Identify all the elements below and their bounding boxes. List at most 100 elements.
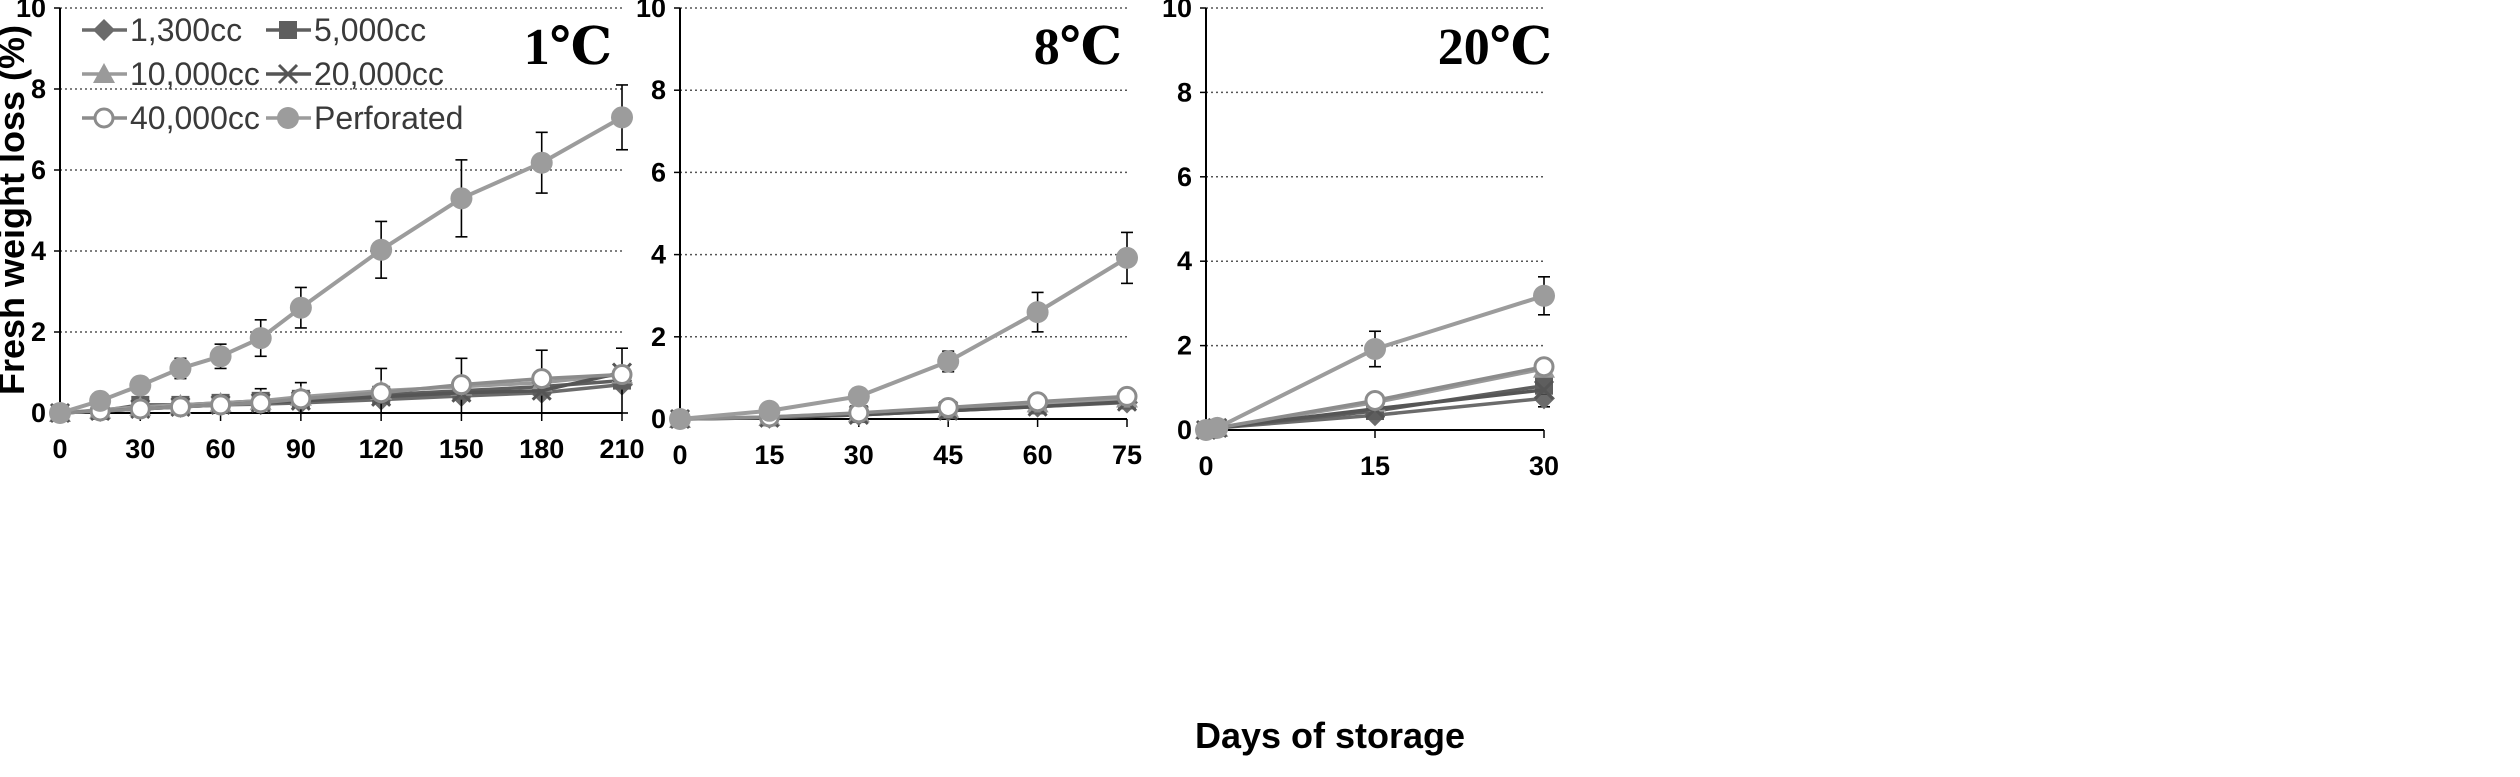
- y-tick-label: 8: [651, 75, 666, 105]
- series-10-000cc: [669, 387, 1138, 428]
- data-point-perforated: [758, 399, 781, 422]
- panel-title: 1℃: [524, 19, 612, 76]
- panel-title: 8℃: [1034, 19, 1122, 76]
- chart-legend: 1,300cc 5,000cc 10,000cc 20,000cc 40,000cc Pe…: [82, 12, 463, 136]
- y-tick-label: 0: [1177, 415, 1192, 445]
- y-tick-label: 6: [651, 157, 666, 187]
- data-point-perforated: [1116, 246, 1138, 269]
- data-point-40-000cc: [370, 382, 392, 404]
- legend-marker: [93, 63, 115, 83]
- data-point-perforated: [530, 151, 553, 174]
- y-tick-label: 2: [1177, 331, 1192, 361]
- data-point-40-000cc: [531, 368, 553, 390]
- x-tick-label: 30: [125, 434, 155, 464]
- legend-marker: [277, 63, 299, 85]
- data-point-40-000cc: [250, 392, 272, 414]
- legend-item-10-000cc: 10,000cc: [82, 56, 260, 92]
- y-tick-label: 2: [31, 317, 46, 347]
- panel-title: 20℃: [1438, 19, 1552, 76]
- data-point-perforated: [669, 408, 691, 430]
- x-tick-label: 0: [1198, 451, 1213, 481]
- data-point-40-000cc: [169, 396, 191, 418]
- data-point-40-000cc: [210, 394, 232, 416]
- y-tick-label: 10: [16, 0, 46, 23]
- data-point-perforated: [1364, 337, 1386, 360]
- series-40-000cc: [49, 364, 633, 424]
- legend-label: 1,300cc: [130, 12, 242, 48]
- y-tick-label: 8: [31, 74, 46, 104]
- y-tick-label: 6: [31, 155, 46, 185]
- y-tick-label: 10: [636, 0, 666, 23]
- legend-marker: [277, 107, 299, 129]
- x-tick-label: 0: [672, 440, 687, 470]
- legend-label: Perforated: [314, 100, 463, 136]
- series-line-40-000cc: [679, 394, 1128, 421]
- series-perforated: [1195, 276, 1555, 441]
- legend-label: 10,000cc: [130, 56, 260, 92]
- data-point-40-000cc: [1116, 385, 1138, 407]
- x-tick-label: 15: [754, 440, 784, 470]
- data-point-perforated: [611, 106, 633, 129]
- y-tick-label: 8: [1177, 77, 1192, 107]
- data-point-perforated: [370, 238, 393, 261]
- x-tick-label: 30: [844, 440, 874, 470]
- data-point-40-000cc: [1533, 356, 1555, 378]
- y-tick-label: 2: [651, 322, 666, 352]
- data-point-perforated: [209, 345, 232, 368]
- data-point-perforated: [450, 187, 473, 210]
- data-point-40-000cc: [611, 364, 633, 386]
- x-tick-label: 90: [286, 434, 316, 464]
- data-point-perforated: [169, 357, 192, 380]
- y-tick-label: 4: [31, 236, 46, 266]
- legend-item-1-300cc: 1,300cc: [82, 12, 242, 48]
- data-point-40-000cc: [129, 398, 151, 420]
- legend-item-20-000cc: 20,000cc: [266, 56, 444, 92]
- x-tick-label: 210: [599, 434, 644, 464]
- data-point-perforated: [1533, 284, 1555, 307]
- data-point-perforated: [49, 402, 71, 424]
- y-tick-label: 0: [31, 398, 46, 428]
- x-tick-label: 120: [359, 434, 404, 464]
- x-tick-label: 60: [1023, 440, 1053, 470]
- legend-marker: [279, 21, 297, 39]
- legend-item-5-000cc: 5,000cc: [266, 12, 426, 48]
- data-point-perforated: [1206, 416, 1229, 439]
- x-tick-label: 0: [52, 434, 67, 464]
- data-point-40-000cc: [290, 388, 312, 410]
- y-axis-title: Fresh weight loss (%): [0, 25, 32, 395]
- data-point-perforated: [129, 374, 152, 397]
- data-point-20-000cc: [1533, 379, 1555, 400]
- legend-marker: [93, 107, 115, 129]
- data-point-40-000cc: [1027, 391, 1049, 413]
- y-tick-label: 0: [651, 404, 666, 434]
- x-tick-label: 180: [519, 434, 564, 464]
- y-tick-label: 4: [651, 240, 666, 270]
- series-perforated: [669, 231, 1138, 430]
- y-tick-label: 6: [1177, 162, 1192, 192]
- series-perforated: [49, 84, 633, 424]
- legend-label: 20,000cc: [314, 56, 444, 92]
- series-40-000cc: [669, 385, 1138, 430]
- x-tick-label: 15: [1360, 451, 1390, 481]
- legend-label: 5,000cc: [314, 12, 426, 48]
- data-point-perforated: [937, 350, 960, 373]
- y-tick-label: 4: [1177, 246, 1192, 276]
- panel-2: 0 2 4 6 8 10 0 15 30 45 60 75 8℃: [636, 0, 1142, 470]
- data-point-perforated: [289, 296, 312, 319]
- x-tick-label: 60: [206, 434, 236, 464]
- data-point-40-000cc: [937, 396, 959, 418]
- legend-marker: [93, 19, 115, 41]
- data-point-40-000cc: [450, 374, 472, 396]
- legend-item-40-000cc: 40,000cc: [82, 100, 260, 136]
- legend-label: 40,000cc: [130, 100, 260, 136]
- data-point-20-000cc-stroke-b: [1533, 379, 1555, 400]
- x-tick-label: 75: [1112, 440, 1142, 470]
- x-tick-label: 150: [439, 434, 484, 464]
- data-point-perforated: [847, 385, 870, 408]
- x-axis-title: Days of storage: [1195, 715, 1465, 756]
- data-point-perforated: [249, 327, 272, 350]
- legend-item-perforated: Perforated: [266, 100, 463, 136]
- series-line-perforated: [679, 256, 1129, 421]
- data-point-40-000cc: [1364, 389, 1386, 411]
